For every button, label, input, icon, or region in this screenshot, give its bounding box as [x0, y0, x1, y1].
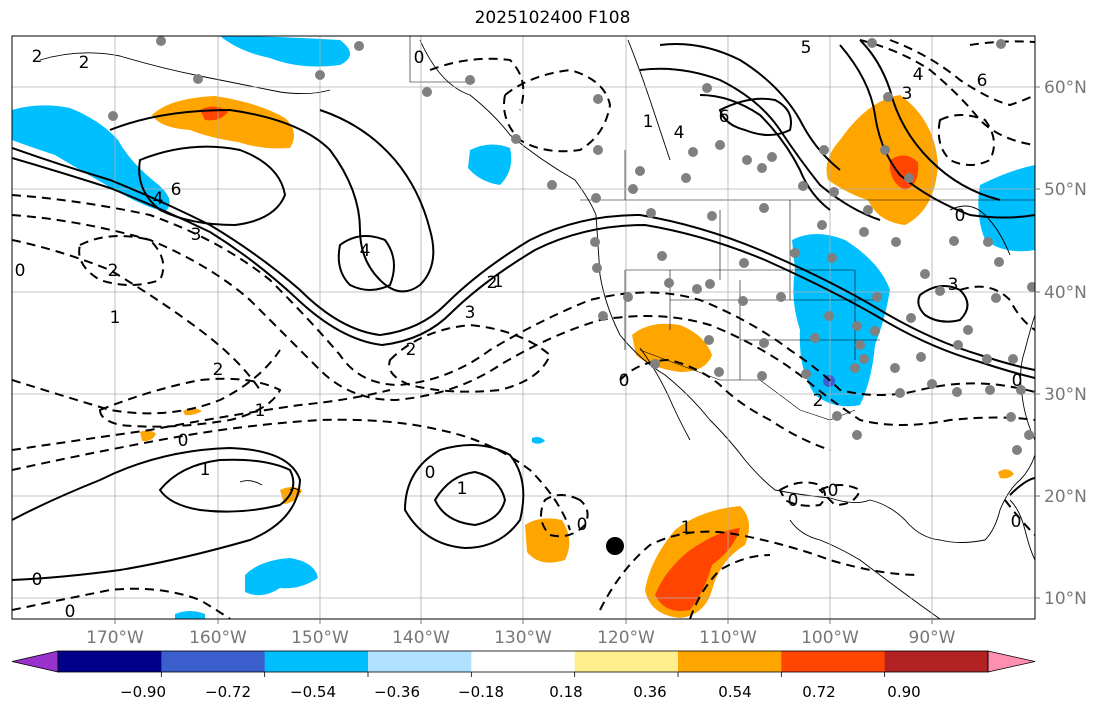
contour-label: 2 [79, 53, 90, 73]
center-marker [606, 537, 624, 555]
axis-ticks [114, 86, 1040, 624]
contour-label: 0 [1012, 371, 1023, 391]
colorbar-tick-label: −0.54 [290, 683, 336, 701]
contour-label: 4 [360, 241, 371, 261]
latitude-label: 60°N [1044, 78, 1087, 98]
colorbar-tick-label: −0.36 [374, 683, 420, 701]
colorbar-segment [678, 651, 782, 672]
contour-label: 2 [108, 261, 119, 281]
contour-label: 3 [948, 275, 959, 295]
contour-label: 4 [913, 65, 924, 85]
latitude-label: 50°N [1044, 180, 1087, 200]
contour-label: 0 [414, 48, 425, 68]
colorbar-segment [574, 651, 679, 672]
colorbar-segment [471, 651, 576, 672]
contour-label: 2 [813, 391, 824, 411]
contour-label: 4 [674, 123, 685, 143]
colorbar-tick-label: 0.54 [718, 683, 751, 701]
contour-label: 3 [191, 225, 202, 245]
contour-label: 4 [153, 189, 164, 209]
contour-label: 0 [828, 481, 839, 501]
contour-label: 5 [801, 38, 812, 58]
contour-label: 3 [465, 303, 476, 323]
colorbar-segment [161, 651, 266, 672]
contour-label: 2 [32, 47, 43, 67]
contour-label: 3 [902, 84, 913, 104]
colorbar-tick-label: 0.36 [633, 683, 666, 701]
contour-label: 2 [487, 273, 498, 293]
contour-label: 1 [110, 308, 121, 328]
longitude-label: 120°W [597, 628, 655, 648]
contour-label: 0 [15, 261, 26, 281]
colorbar-tick-label: 0.72 [802, 683, 835, 701]
colorbar-outline [57, 650, 989, 673]
contour-label: 1 [493, 272, 504, 292]
colorbar-segment [58, 651, 162, 672]
colorbar-tick-label: −0.18 [458, 683, 504, 701]
colorbar-segment [884, 651, 989, 672]
contour-label: 0 [32, 570, 43, 590]
longitude-label: 130°W [494, 628, 552, 648]
station-markers [108, 36, 1035, 455]
latitude-label: 10°N [1044, 589, 1087, 609]
longitude-label: 90°W [909, 628, 956, 648]
contour-label: 1 [255, 401, 266, 421]
contour-label: 2 [213, 360, 224, 380]
latitude-label: 30°N [1044, 385, 1087, 405]
negative-anomaly-shading [12, 36, 1035, 619]
contour-label: 1 [643, 112, 654, 132]
contour-labels: 2 2 6 4 4 3 2 1 2 1 0 2 1 0 1 0 0 0 1 0 … [15, 38, 1023, 622]
latitude-label: 40°N [1044, 283, 1087, 303]
colorbar-tick-label: −0.72 [205, 683, 251, 701]
longitude-label: 150°W [291, 628, 349, 648]
colorbar-tick-labels: −0.90 −0.72 −0.54 −0.36 −0.18 0.18 0.36 … [120, 683, 921, 701]
coastlines [39, 39, 1035, 619]
contour-label: 0 [65, 602, 76, 622]
positive-anomaly-shading [140, 95, 1014, 618]
contour-label: 1 [457, 479, 468, 499]
colorbar-segment [368, 651, 472, 672]
contour-label: 0 [577, 515, 588, 535]
colorbar-tick-label: −0.90 [120, 683, 166, 701]
colorbar-min-extension [11, 650, 59, 673]
contour-label: 1 [200, 460, 211, 480]
longitude-label: 100°W [801, 628, 859, 648]
longitude-label: 170°W [86, 628, 144, 648]
longitude-label: 140°W [392, 628, 450, 648]
contour-label: 0 [1011, 512, 1022, 532]
contour-label: 0 [619, 371, 630, 391]
longitude-label: 110°W [699, 628, 757, 648]
contour-label: 0 [788, 491, 799, 511]
map-title: 2025102400 F108 [474, 8, 631, 28]
longitude-labels: 170°W 160°W 150°W 140°W 130°W 120°W 110°… [86, 628, 956, 648]
negative-contours [12, 39, 1035, 619]
colorbar-tick-label: 0.90 [887, 683, 920, 701]
contour-label: 0 [425, 463, 436, 483]
positive-contours [12, 39, 1035, 581]
contour-label: 6 [719, 107, 730, 127]
contour-label: 0 [955, 206, 966, 226]
contour-label: 6 [977, 71, 988, 91]
latitude-label: 20°N [1044, 487, 1087, 507]
colorbar [11, 650, 1036, 677]
contour-label: 1 [681, 518, 692, 538]
longitude-label: 160°W [189, 628, 247, 648]
contour-label: 2 [406, 340, 417, 360]
contour-label: 0 [178, 431, 189, 451]
colorbar-segment [781, 651, 886, 672]
colorbar-max-extension [987, 650, 1036, 673]
colorbar-tick-label: 0.18 [549, 683, 582, 701]
map-plot-area: 2 2 6 4 4 3 2 1 2 1 0 2 1 0 1 0 0 0 1 0 … [12, 36, 1035, 622]
latitude-labels: 60°N 50°N 40°N 30°N 20°N 10°N [1044, 78, 1087, 609]
colorbar-segment [264, 651, 369, 672]
contour-label: 6 [171, 180, 182, 200]
